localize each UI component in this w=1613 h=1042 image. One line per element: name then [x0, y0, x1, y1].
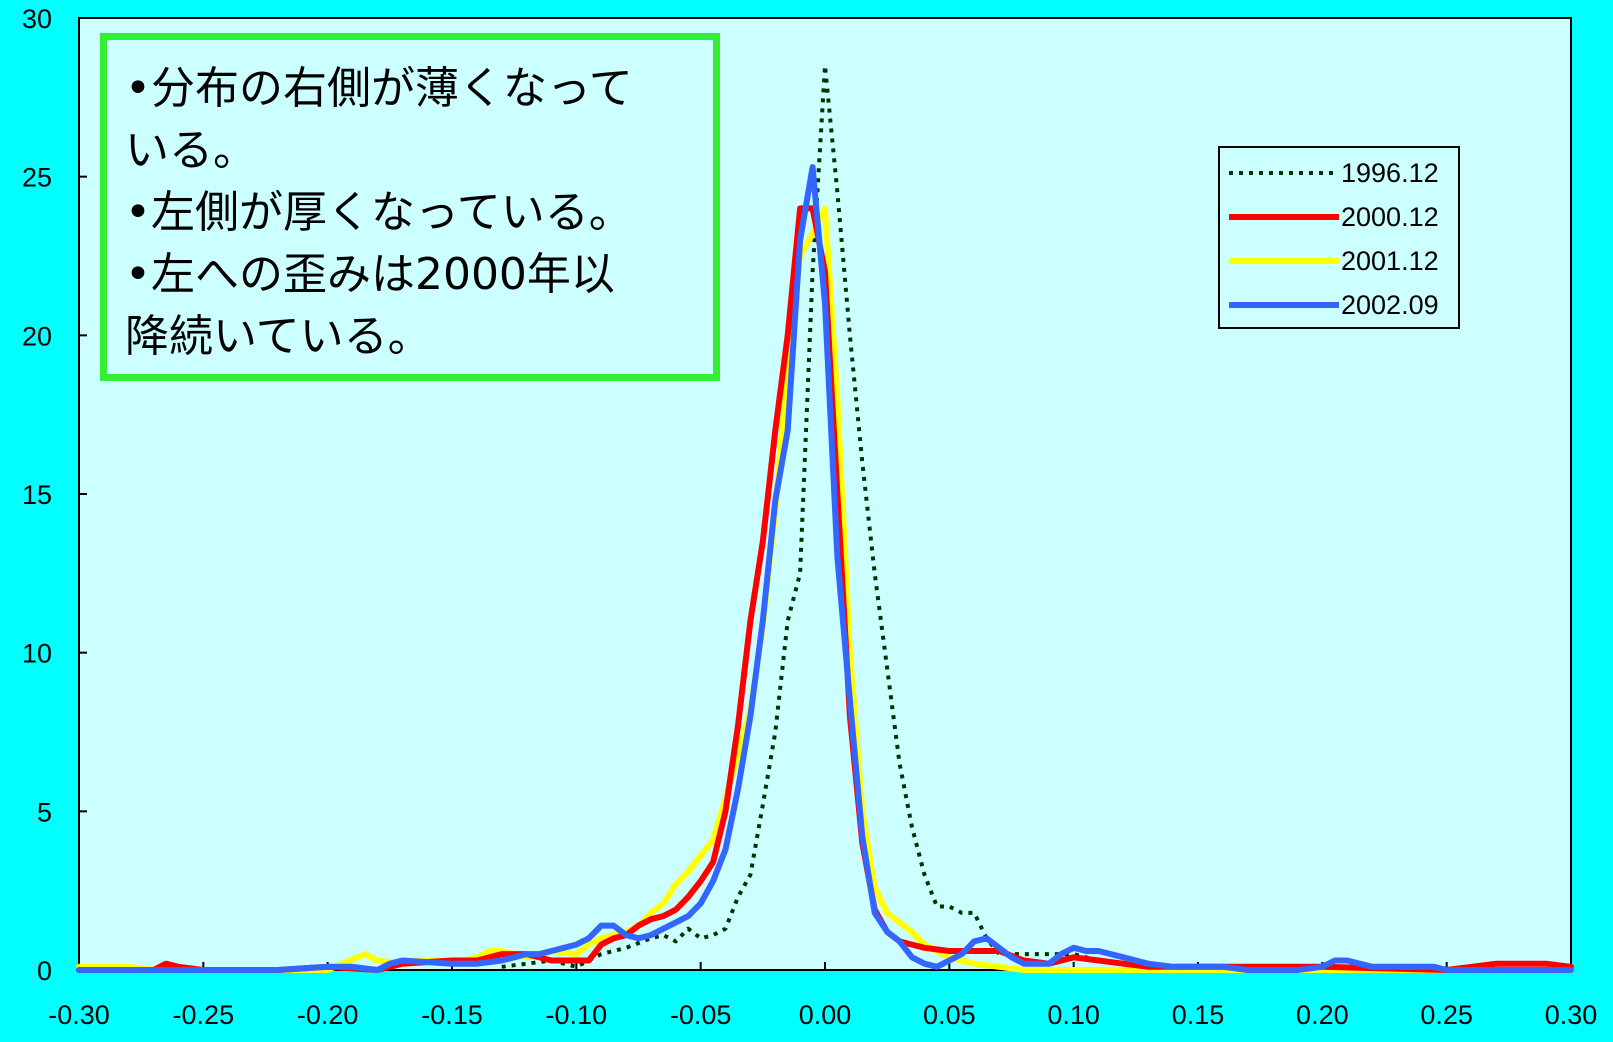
y-tick-label: 30 [22, 4, 52, 34]
annotation-line-1: •分布の右側が薄くなって [125, 63, 633, 114]
legend: 1996.12 2000.12 2001.12 2002.09 [1218, 146, 1460, 329]
x-tick-label: -0.05 [670, 1000, 732, 1030]
y-tick-label: 5 [37, 797, 52, 827]
annotation-line-3: •左側が厚くなっている。 [125, 187, 633, 238]
legend-label: 2001.12 [1341, 246, 1439, 276]
y-tick-label: 15 [22, 480, 52, 510]
annotation-line-5: 降続いている。 [125, 311, 432, 362]
legend-label: 1996.12 [1341, 158, 1439, 188]
series-line-2000-12 [76, 205, 1574, 973]
y-tick-label: 10 [22, 639, 52, 669]
x-tick-label: -0.30 [48, 1000, 110, 1030]
x-axis: -0.30 -0.25 -0.20 -0.15 -0.10 -0.05 0.00 0.05 0.… [48, 962, 1597, 1030]
x-tick-label: 0.20 [1296, 1000, 1349, 1030]
x-tick-label: 0.00 [799, 1000, 852, 1030]
x-tick-label: 0.10 [1047, 1000, 1100, 1030]
y-tick-label: 20 [22, 321, 52, 351]
annotation-box: •分布の右側が薄くなって いる。 •左側が厚くなっている。 •左への歪みは200… [100, 33, 720, 381]
x-tick-label: -0.20 [297, 1000, 359, 1030]
x-tick-label: -0.15 [421, 1000, 483, 1030]
legend-label: 2002.09 [1341, 290, 1439, 320]
y-tick-label: 25 [22, 163, 52, 193]
annotation-line-4: •左への歪みは2000年以 [125, 249, 615, 300]
series-layer [76, 63, 1574, 973]
annotation-line-2: いる。 [125, 125, 257, 176]
x-tick-label: 0.05 [923, 1000, 976, 1030]
series-line-2002-09 [76, 164, 1574, 973]
x-tick-label: 0.25 [1420, 1000, 1473, 1030]
series-line-1996-12 [501, 63, 1323, 972]
y-tick-label: 0 [37, 956, 52, 986]
x-tick-label: -0.25 [173, 1000, 235, 1030]
y-axis: 0 5 10 15 20 25 30 [22, 4, 87, 986]
legend-label: 2000.12 [1341, 202, 1439, 232]
x-tick-label: 0.15 [1172, 1000, 1225, 1030]
x-tick-label: -0.10 [546, 1000, 608, 1030]
x-tick-label: 0.30 [1545, 1000, 1598, 1030]
legend-box [1218, 146, 1460, 329]
